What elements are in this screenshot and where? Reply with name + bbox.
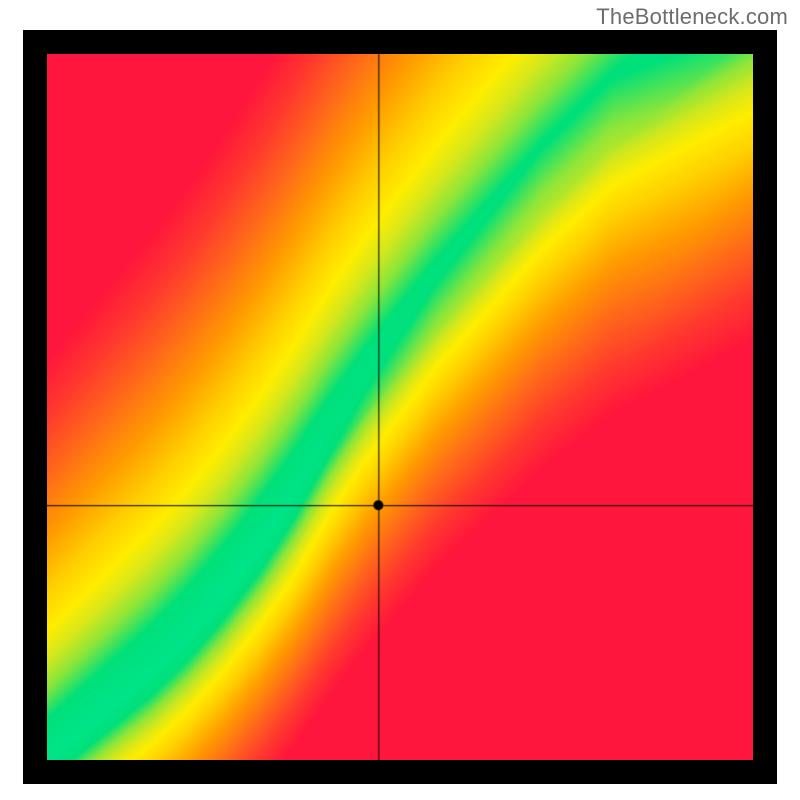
plot-area [47,54,753,760]
plot-frame [23,30,777,784]
chart-container: TheBottleneck.com [0,0,800,800]
heatmap-canvas [47,54,753,760]
watermark-text: TheBottleneck.com [596,4,788,30]
